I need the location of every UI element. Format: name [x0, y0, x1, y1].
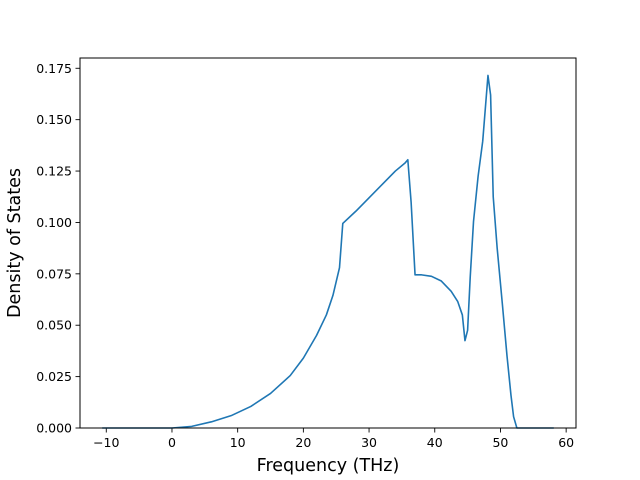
series-layer: [102, 74, 554, 429]
x-tick-label: 30: [361, 435, 377, 450]
x-tick-label: 50: [492, 435, 508, 450]
y-tick-label: 0.125: [36, 164, 72, 179]
dos-line: [102, 74, 554, 429]
y-tick-label: 0.150: [36, 112, 72, 127]
y-tick-label: 0.175: [36, 61, 72, 76]
y-tick-label: 0.025: [36, 369, 72, 384]
x-tick-label: 0: [168, 435, 176, 450]
y-tick-label: 0.050: [36, 318, 72, 333]
x-tick-label: 40: [427, 435, 443, 450]
plot-frame: [79, 57, 577, 429]
y-axis-ticks: 0.000 0.025 0.050 0.075 0.100 0.125 0.150 0.175: [36, 61, 80, 436]
x-axis-label: Frequency (THz): [257, 456, 400, 476]
x-tick-label: 10: [230, 435, 246, 450]
y-tick-label: 0.075: [36, 266, 72, 281]
y-axis-label: Density of States: [5, 168, 25, 318]
plot-area: [80, 58, 576, 428]
x-tick-label: 60: [558, 435, 574, 450]
y-tick-label: 0.100: [36, 215, 72, 230]
x-tick-label: −10: [93, 435, 119, 450]
x-axis-ticks: −10 0 10 20 30 40 50 60: [93, 428, 574, 450]
y-tick-label: 0.000: [36, 421, 72, 436]
x-tick-label: 20: [295, 435, 311, 450]
